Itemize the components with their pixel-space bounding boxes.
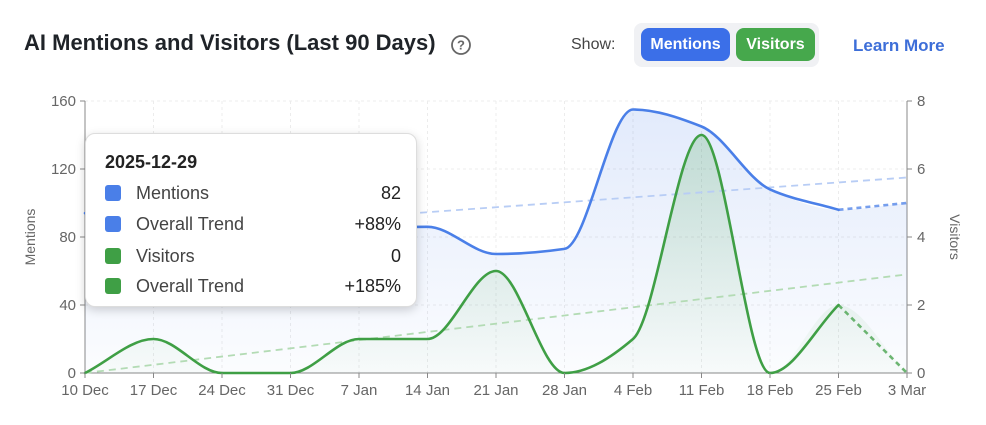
x-tick-label: 21 Jan: [473, 382, 518, 399]
tooltip-value: +88%: [354, 214, 401, 234]
x-tick-label: 25 Feb: [815, 382, 862, 399]
visitors-swatch: [105, 248, 121, 264]
visitors-trend-swatch: [105, 278, 121, 294]
tooltip-value: +185%: [344, 276, 401, 296]
x-tick-label: 7 Jan: [341, 382, 378, 399]
tooltip-value: 82: [380, 183, 401, 203]
x-tick-label: 14 Jan: [405, 382, 450, 399]
x-tick-label: 10 Dec: [61, 382, 109, 399]
tooltip-label: Overall Trend: [136, 214, 245, 234]
y-right-tick-label: 2: [917, 297, 925, 314]
y-right-tick-label: 6: [917, 161, 925, 178]
y-right-tick-label: 8: [917, 93, 925, 110]
mentions-toggle-button[interactable]: Mentions: [641, 28, 730, 61]
y-right-axis-title: Visitors: [947, 214, 963, 260]
tooltip-row-mentions-trend: Overall Trend +88%: [105, 214, 401, 236]
mentions-trend-swatch: [105, 216, 121, 232]
show-label: Show:: [571, 36, 616, 53]
mentions-swatch: [105, 185, 121, 201]
mentions-projected-segment: [838, 201, 908, 212]
tooltip-date: 2025-12-29: [105, 152, 198, 172]
y-left-axis-title: Mentions: [22, 209, 38, 266]
y-left-tick-label: 40: [59, 297, 76, 314]
visitors-area: [85, 135, 907, 373]
x-tick-label: 4 Feb: [614, 382, 652, 399]
y-right-tick-label: 0: [917, 365, 925, 382]
x-tick-label: 18 Feb: [747, 382, 794, 399]
x-tick-label: 17 Dec: [130, 382, 178, 399]
tooltip-label: Overall Trend: [136, 276, 245, 296]
tooltip-row-mentions: Mentions 82: [105, 183, 401, 205]
x-tick-label: 11 Feb: [679, 382, 725, 399]
tooltip-label: Mentions: [136, 183, 210, 203]
y-left-tick-label: 0: [68, 365, 76, 382]
y-right-tick-label: 4: [917, 229, 925, 246]
visitors-toggle-button[interactable]: Visitors: [736, 28, 815, 61]
visitors-series-line: [83, 133, 840, 375]
y-left-tick-label: 80: [59, 229, 76, 246]
tooltip-row-visitors: Visitors 0: [105, 246, 401, 268]
tooltip-value: 0: [390, 246, 401, 266]
x-tick-label: 24 Dec: [198, 382, 246, 399]
visitors-projected-segment: [837, 304, 908, 374]
x-tick-label: 28 Jan: [542, 382, 587, 399]
y-left-tick-label: 120: [51, 161, 76, 178]
learn-more-link[interactable]: Learn More: [853, 36, 945, 55]
x-tick-label: 3 Mar: [888, 382, 926, 399]
x-tick-label: 31 Dec: [267, 382, 315, 399]
visitors-trend-line: [84, 273, 908, 374]
chart-title: AI Mentions and Visitors (Last 90 Days): [24, 30, 436, 55]
svg-text:?: ?: [457, 38, 465, 53]
help-icon[interactable]: ?: [450, 34, 472, 61]
tooltip-row-visitors-trend: Overall Trend +185%: [105, 276, 401, 298]
y-left-tick-label: 160: [51, 93, 76, 110]
tooltip: 2025-12-29 Mentions 82 Overall Trend +88…: [85, 133, 417, 307]
series-toggle-group: Mentions Visitors: [634, 23, 819, 67]
tooltip-label: Visitors: [136, 246, 195, 266]
